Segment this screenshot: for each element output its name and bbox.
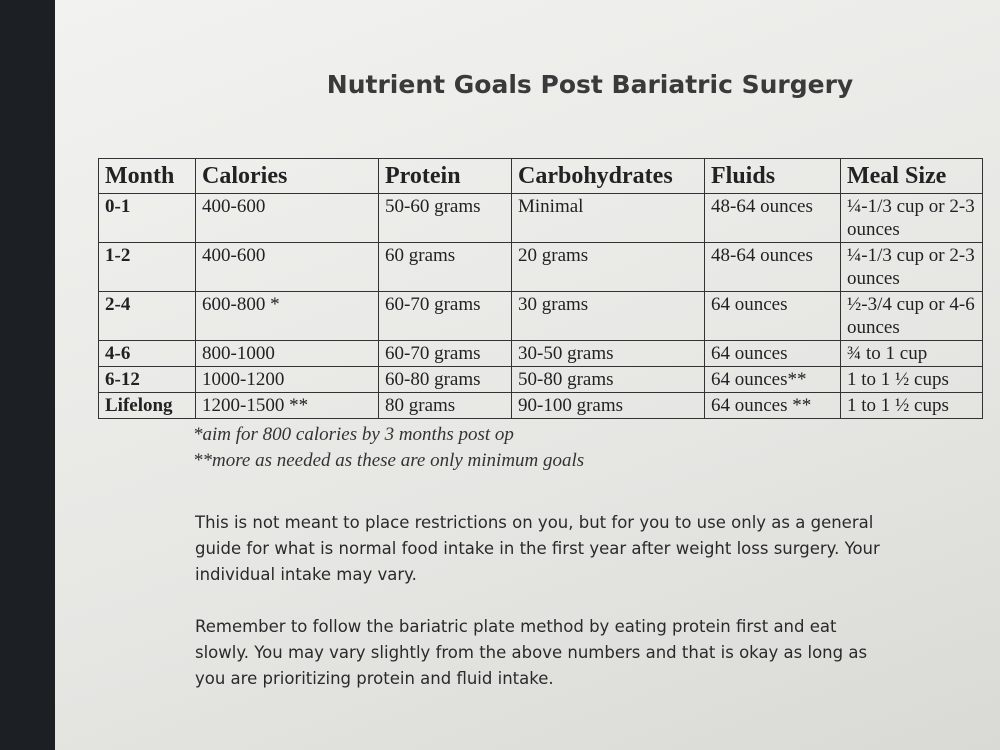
- table-cell: 30 grams: [511, 291, 705, 341]
- header-cell: Fluids: [704, 158, 841, 194]
- table-cell: 1200-1500 **: [195, 392, 379, 419]
- title: Nutrient Goals Post Bariatric Surgery: [326, 70, 854, 99]
- table-cell: 48-64 ounces: [704, 242, 841, 292]
- table-cell: 20 grams: [511, 242, 705, 292]
- table-cell: 30-50 grams: [511, 340, 705, 367]
- table-row: 6-12 1000-1200 60-80 grams 50-80 grams 64 ou…: [98, 366, 983, 393]
- table-cell: 50-60 grams: [378, 193, 512, 243]
- table-cell: 0-1: [98, 193, 196, 243]
- header-cell: Month: [98, 158, 196, 194]
- table-cell: 1000-1200: [195, 366, 379, 393]
- table-cell: 1 to 1 ½ cups: [840, 392, 983, 419]
- table-cell: 64 ounces**: [704, 366, 841, 393]
- footnote: **more as needed as these are only minim…: [193, 450, 585, 471]
- table-cell: 1-2: [98, 242, 196, 292]
- header-cell: Meal Size: [840, 158, 983, 194]
- footnote: *aim for 800 calories by 3 months post o…: [193, 424, 514, 445]
- table-cell: 400-600: [195, 193, 379, 243]
- table-cell: 64 ounces: [704, 340, 841, 367]
- table-row: Lifelong 1200-1500 ** 80 grams 90-100 grams…: [98, 392, 983, 419]
- table-cell: 60-70 grams: [378, 340, 512, 367]
- paper: Nutrient Goals Post Bariatric Surgery Mo…: [55, 0, 1000, 750]
- table-row: 4-6 800-1000 60-70 grams 30-50 grams 64 ounc…: [98, 340, 983, 367]
- header-row: Month Calories Protein Carbohydrates Fluids M…: [98, 158, 983, 194]
- table-cell: Minimal: [511, 193, 705, 243]
- table-cell: 48-64 ounces: [704, 193, 841, 243]
- header-cell: Carbohydrates: [511, 158, 705, 194]
- table-cell: 64 ounces **: [704, 392, 841, 419]
- table-cell: 64 ounces: [704, 291, 841, 341]
- paragraph: Remember to follow the bariatric plate m…: [195, 617, 868, 688]
- table-cell: 80 grams: [378, 392, 512, 419]
- table-cell: 50-80 grams: [511, 366, 705, 393]
- paragraph: This is not meant to place restrictions …: [195, 513, 880, 584]
- table-cell: Lifelong: [98, 392, 196, 419]
- table-cell: 400-600: [195, 242, 379, 292]
- table-cell: 60 grams: [378, 242, 512, 292]
- table-cell: 90-100 grams: [511, 392, 705, 419]
- table-cell: 800-1000: [195, 340, 379, 367]
- table-cell: 60-80 grams: [378, 366, 512, 393]
- header-cell: Protein: [378, 158, 512, 194]
- table-cell: ¼-1/3 cup or 2-3 ounces: [840, 193, 983, 243]
- table-cell: 60-70 grams: [378, 291, 512, 341]
- table-cell: 600-800 *: [195, 291, 379, 341]
- table-cell: ¾ to 1 cup: [840, 340, 983, 367]
- table-row: 0-1 400-600 50-60 grams Minimal 48-64 ounces…: [98, 193, 983, 243]
- table-cell: 1 to 1 ½ cups: [840, 366, 983, 393]
- nutrient-table: Month Calories Protein Carbohydrates Fluids M…: [98, 158, 983, 419]
- table-cell: 6-12: [98, 366, 196, 393]
- table-row: 1-2 400-600 60 grams 20 grams 48-64 ounces ¼-…: [98, 242, 983, 292]
- table-row: 2-4 600-800 * 60-70 grams 30 grams 64 ounces…: [98, 291, 983, 341]
- table-cell: ¼-1/3 cup or 2-3 ounces: [840, 242, 983, 292]
- header-cell: Calories: [195, 158, 379, 194]
- table-cell: 4-6: [98, 340, 196, 367]
- table-cell: 2-4: [98, 291, 196, 341]
- table-cell: ½-3/4 cup or 4-6 ounces: [840, 291, 983, 341]
